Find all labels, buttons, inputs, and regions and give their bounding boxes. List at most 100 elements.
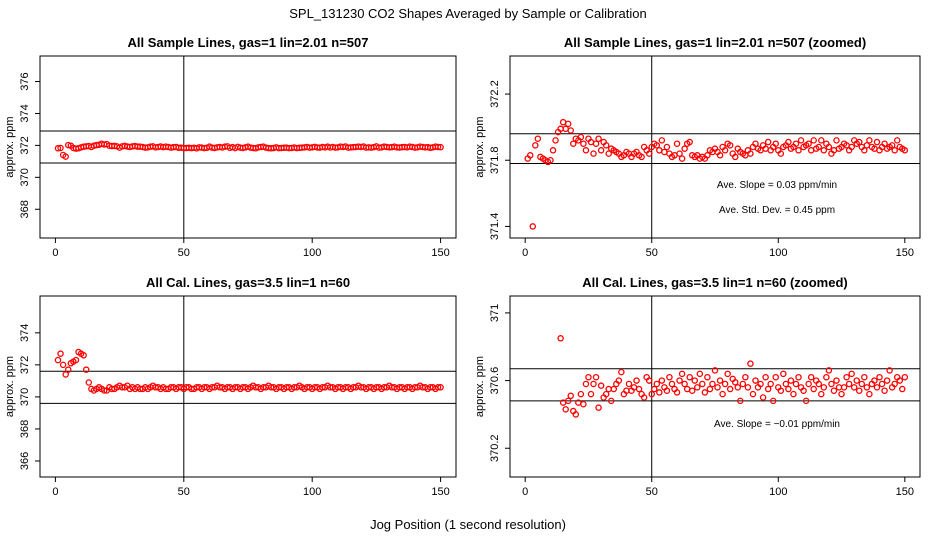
data-point (721, 147, 729, 154)
y-tick-label: 374 (19, 324, 31, 342)
data-point (658, 377, 666, 384)
annotation-text: Ave. Slope = −0.01 ppm/min (714, 419, 840, 430)
data-point (790, 390, 797, 398)
data-point (833, 137, 840, 144)
data-point (625, 380, 633, 388)
data-point (582, 147, 590, 154)
data-point (562, 406, 569, 413)
data-point (602, 142, 610, 149)
plot-frame (509, 55, 921, 239)
y-tick-label: 371.8 (489, 146, 501, 174)
data-point (567, 392, 574, 400)
data-point (633, 377, 640, 384)
data-point (54, 145, 62, 152)
data-point (726, 385, 734, 393)
data-point (595, 135, 602, 142)
data-point (572, 411, 580, 418)
x-tick-label: 50 (646, 486, 658, 498)
y-tick-label: 370.2 (489, 434, 501, 462)
data-point (785, 385, 792, 393)
data-point (742, 373, 749, 381)
data-point (615, 377, 623, 384)
data-point (891, 380, 898, 388)
data-point (721, 380, 729, 388)
y-tick-label: 366 (19, 452, 31, 470)
data-point (434, 384, 442, 391)
data-point (437, 384, 444, 391)
data-points (557, 335, 909, 418)
data-point (640, 394, 648, 401)
data-point (585, 373, 592, 381)
data-point (651, 385, 658, 393)
data-point (658, 137, 666, 144)
data-point (861, 373, 868, 381)
data-point (731, 379, 739, 386)
data-point (686, 138, 693, 146)
data-point (80, 352, 87, 359)
data-point (719, 390, 726, 398)
data-point (818, 137, 825, 144)
data-point (72, 356, 80, 364)
data-point (704, 373, 711, 381)
data-point (534, 135, 542, 142)
data-point (686, 373, 693, 381)
data-point (595, 404, 602, 411)
data-point (704, 152, 711, 159)
data-point (547, 156, 554, 164)
data-point (714, 384, 721, 391)
data-point (764, 385, 772, 393)
data-point (853, 377, 860, 384)
data-point (848, 143, 855, 151)
data-point (845, 380, 853, 388)
data-point (62, 371, 69, 378)
data-point (840, 384, 848, 391)
data-point (820, 147, 828, 154)
data-point (716, 377, 724, 384)
data-point (797, 137, 805, 144)
data-point (787, 377, 795, 384)
data-point (681, 145, 688, 152)
plot-frame (39, 295, 457, 478)
data-point (564, 120, 572, 128)
x-tick-label: 150 (431, 486, 449, 498)
data-point (645, 377, 653, 384)
data-point (833, 377, 840, 384)
data-point (744, 384, 752, 391)
data-point (552, 137, 559, 144)
data-point (881, 140, 888, 147)
data-point (100, 387, 108, 394)
data-point (691, 377, 699, 384)
x-tick-label: 100 (769, 247, 787, 259)
data-point (764, 138, 772, 146)
data-point (564, 397, 572, 405)
data-point (891, 147, 898, 154)
data-point (678, 155, 686, 162)
data-point (873, 138, 881, 146)
data-point (883, 377, 891, 384)
y-tick-label: 372 (19, 136, 31, 154)
data-point (610, 385, 618, 393)
data-point (605, 150, 612, 157)
y-tick-label: 374 (19, 104, 31, 122)
data-point (780, 370, 787, 378)
data-point (580, 140, 587, 147)
y-axis-label: approx. ppm (4, 116, 16, 177)
data-point (59, 361, 67, 369)
y-axis-label: approx. ppm (474, 356, 486, 417)
x-tick-label: 0 (52, 486, 58, 498)
data-point (795, 147, 802, 154)
data-point (757, 380, 764, 388)
data-point (694, 384, 701, 391)
data-point (899, 385, 906, 393)
data-point (777, 150, 785, 157)
data-point (807, 373, 815, 381)
data-point (653, 142, 661, 149)
data-point (711, 367, 719, 374)
data-point (828, 380, 835, 388)
data-point (549, 147, 557, 154)
data-point (645, 150, 653, 157)
x-tick-label: 50 (178, 247, 190, 259)
y-tick-label: 371.4 (489, 213, 501, 241)
data-point (54, 356, 62, 364)
data-point (580, 401, 587, 408)
